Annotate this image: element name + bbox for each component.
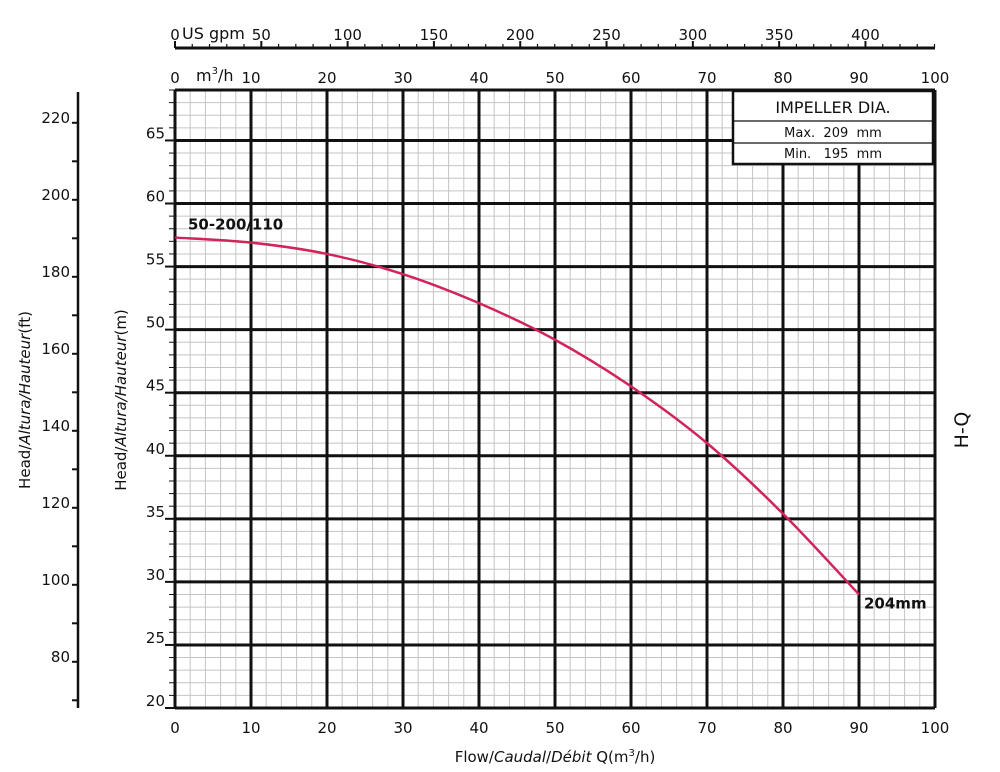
top-gpm-tick-label: 200 [506,26,535,44]
top-gpm-tick-label: 250 [592,26,621,44]
y-tick-label-m: 45 [146,377,165,395]
top-m3h-tick-label: 100 [921,69,950,87]
y-tick-label-ft: 160 [41,340,70,358]
x-tick-label: 100 [921,719,950,737]
y-tick-label-ft: 80 [51,648,70,666]
x-tick-label: 80 [773,719,792,737]
x-tick-label: 0 [170,719,180,737]
top-gpm-tick-label: 100 [333,26,362,44]
y-tick-label-m: 60 [146,188,165,206]
legend-frame [731,89,935,166]
y-tick-label-m: 55 [146,251,165,269]
top-gpm-tick-label: 400 [851,26,880,44]
top-m3h-tick-label: 30 [393,69,412,87]
y-tick-label-m: 50 [146,314,165,332]
major-grid [173,88,937,710]
x-tick-label: 60 [621,719,640,737]
y-tick-label-m: 20 [146,692,165,710]
top-gpm-tick-label: 150 [420,26,449,44]
top-m3h-tick-label: 20 [317,69,336,87]
legend-max-row: Max. 209 mm [784,126,882,141]
top-m3h-tick-label: 60 [621,69,640,87]
impeller-legend-box: IMPELLER DIA. Max. 209 mm Min. 195 mm [731,89,935,166]
y-tick-label-m: 65 [146,124,165,142]
top-gpm-tick-label: 0 [170,26,180,44]
x-tick-label: 90 [849,719,868,737]
tick-labels: 0 10 20 30 40 50 60 70 80 90 100202530354045505560… [41,26,949,737]
top-m3h-tick-label: 50 [545,69,564,87]
y-tick-label-ft: 100 [41,571,70,589]
y-axis-title-ft: Head/Altura/Hauteur(ft) [16,311,34,489]
top-gpm-tick-label: 300 [679,26,708,44]
x-tick-label: 20 [317,719,336,737]
hq-side-label: H-Q [951,412,973,449]
y-tick-label-ft: 200 [41,186,70,204]
top-m3h-tick-label: 10 [241,69,260,87]
top-axis-gpm-unit: US gpm [182,24,245,43]
legend-title: IMPELLER DIA. [775,98,890,117]
y-tick-label-ft: 180 [41,263,70,281]
top-gpm-tick-label: 350 [765,26,794,44]
y-tick-label-m: 35 [146,503,165,521]
top-m3h-tick-label: 90 [849,69,868,87]
series-end-label: 204mm [864,594,927,612]
x-tick-label: 30 [393,719,412,737]
y-tick-label-m: 40 [146,440,165,458]
x-axis-title: Flow/Caudal/Débit Q(m3/h) [455,748,656,766]
y-axis-title-m: Head/Altura/Hauteur(m) [112,309,130,491]
top-m3h-tick-label: 80 [773,69,792,87]
x-tick-label: 10 [241,719,260,737]
y-tick-label-ft: 140 [41,417,70,435]
y-tick-label-m: 25 [146,629,165,647]
x-tick-label: 40 [469,719,488,737]
top-m3h-tick-label: 0 [170,69,180,87]
top-m3h-tick-label: 70 [697,69,716,87]
top-m3h-tick-label: 40 [469,69,488,87]
x-tick-label: 50 [545,719,564,737]
top-gpm-tick-label: 50 [252,26,271,44]
series-name-label: 50-200/110 [188,216,283,234]
x-tick-label: 70 [697,719,716,737]
series-layer: 50-200/110 204mm [174,216,927,612]
hq-curve-line [174,236,860,596]
y-tick-label-ft: 220 [41,109,70,127]
y-tick-label-ft: 120 [41,494,70,512]
legend-min-row: Min. 195 mm [784,147,882,162]
top-axis-m3h-unit: m3/h [196,66,234,85]
y-tick-label-m: 30 [146,566,165,584]
